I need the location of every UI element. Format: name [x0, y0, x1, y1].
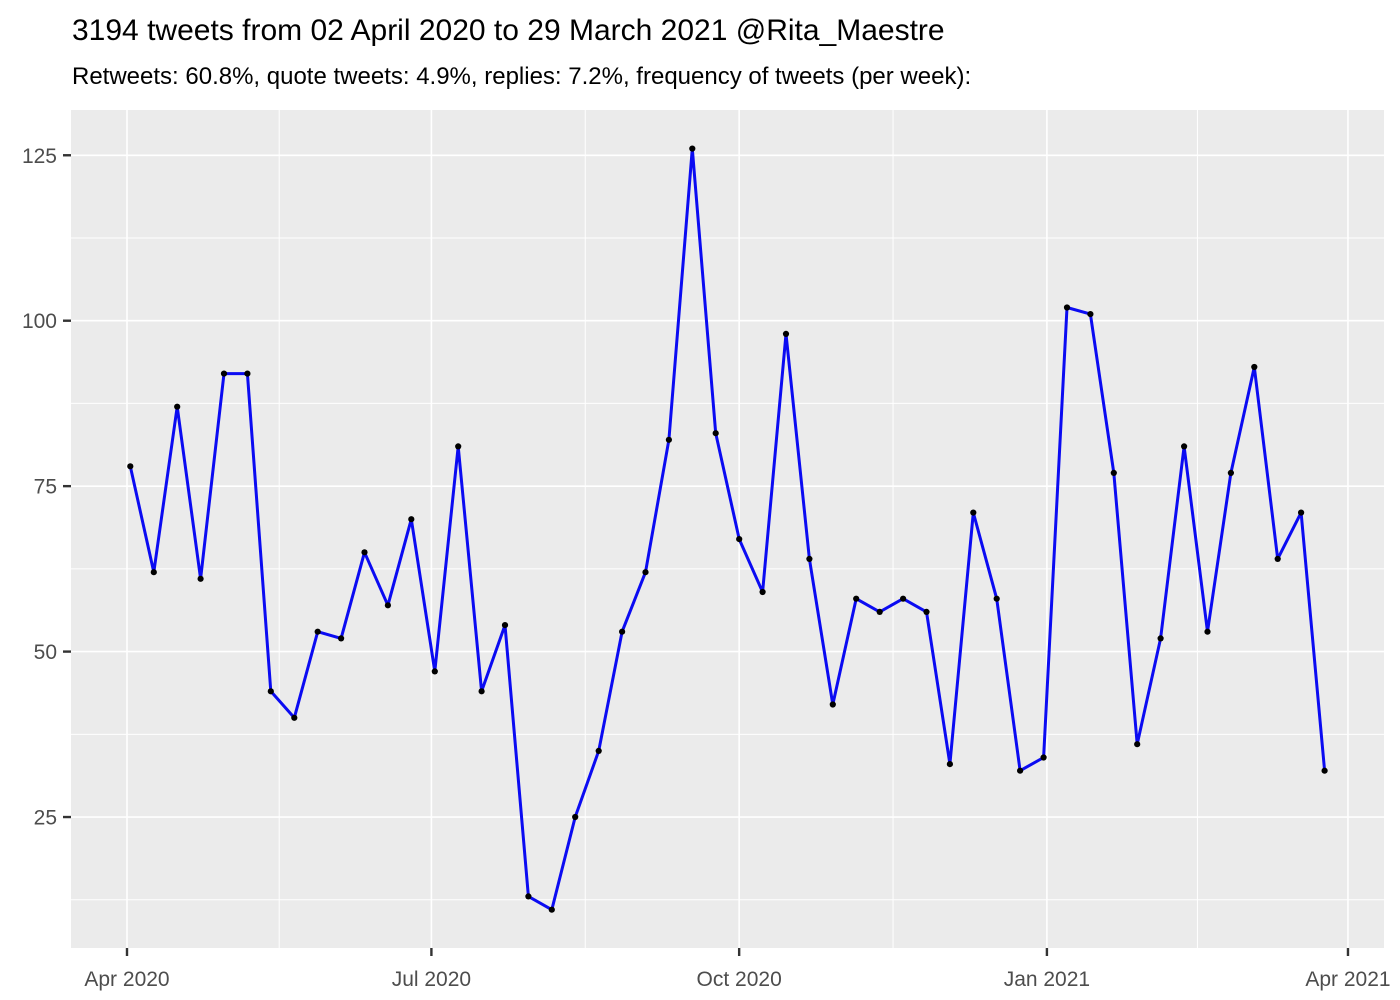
data-point — [665, 436, 673, 443]
data-point — [361, 549, 368, 556]
data-point — [970, 509, 977, 516]
data-point — [150, 569, 157, 576]
data-point — [338, 635, 345, 642]
y-tick-label: 75 — [34, 476, 57, 499]
data-point — [501, 622, 509, 629]
data-point — [1134, 741, 1141, 748]
data-point — [759, 588, 766, 596]
data-point — [736, 536, 743, 543]
data-point — [525, 893, 532, 900]
data-point — [455, 443, 462, 450]
data-point — [923, 608, 930, 616]
data-point — [431, 668, 438, 675]
data-point — [1251, 363, 1258, 371]
data-point — [572, 813, 579, 821]
y-tick-label: 125 — [22, 145, 57, 168]
data-point — [1110, 469, 1117, 476]
data-point — [853, 595, 860, 602]
data-point — [642, 569, 649, 576]
data-point — [829, 701, 836, 708]
data-point — [595, 747, 602, 755]
data-point — [1063, 304, 1071, 311]
data-point — [1274, 555, 1281, 563]
chart-subtitle: Retweets: 60.8%, quote tweets: 4.9%, rep… — [72, 63, 972, 90]
x-tick-label: Jul 2020 — [392, 968, 471, 991]
y-tick-label: 50 — [34, 641, 57, 664]
data-point — [946, 761, 954, 768]
data-point — [127, 463, 134, 470]
data-point — [993, 595, 1000, 602]
data-point — [806, 555, 813, 563]
data-point — [712, 430, 719, 437]
data-point — [267, 688, 274, 695]
data-point — [548, 906, 555, 913]
chart-title: 3194 tweets from 02 April 2020 to 29 Mar… — [72, 14, 945, 47]
x-tick-label: Apr 2020 — [84, 968, 169, 991]
data-point — [478, 688, 485, 695]
data-point — [220, 370, 228, 377]
x-tick-label: Apr 2021 — [1305, 968, 1390, 991]
data-point — [1087, 311, 1094, 318]
data-point — [408, 516, 415, 523]
data-point — [197, 575, 204, 582]
data-point — [782, 330, 790, 337]
data-point — [174, 403, 181, 410]
data-point — [876, 608, 883, 616]
y-tick-label: 25 — [34, 807, 57, 830]
data-point — [1017, 767, 1024, 774]
plot-panel — [71, 110, 1384, 948]
data-point — [1321, 767, 1328, 774]
data-point — [314, 628, 321, 635]
data-point — [689, 145, 696, 152]
data-point — [1157, 635, 1164, 642]
data-point — [384, 602, 391, 609]
data-point — [244, 370, 251, 377]
data-point — [1227, 469, 1234, 476]
data-point — [1204, 628, 1211, 635]
x-tick-label: Jan 2021 — [1004, 968, 1090, 991]
data-point — [1181, 443, 1188, 450]
x-tick-label: Oct 2020 — [697, 968, 782, 991]
series-line — [128, 147, 1327, 912]
data-point — [900, 595, 907, 602]
y-tick-label: 100 — [22, 310, 57, 333]
data-point — [1298, 509, 1305, 516]
data-point — [619, 628, 626, 635]
data-point — [291, 714, 298, 721]
data-point — [1040, 754, 1047, 761]
